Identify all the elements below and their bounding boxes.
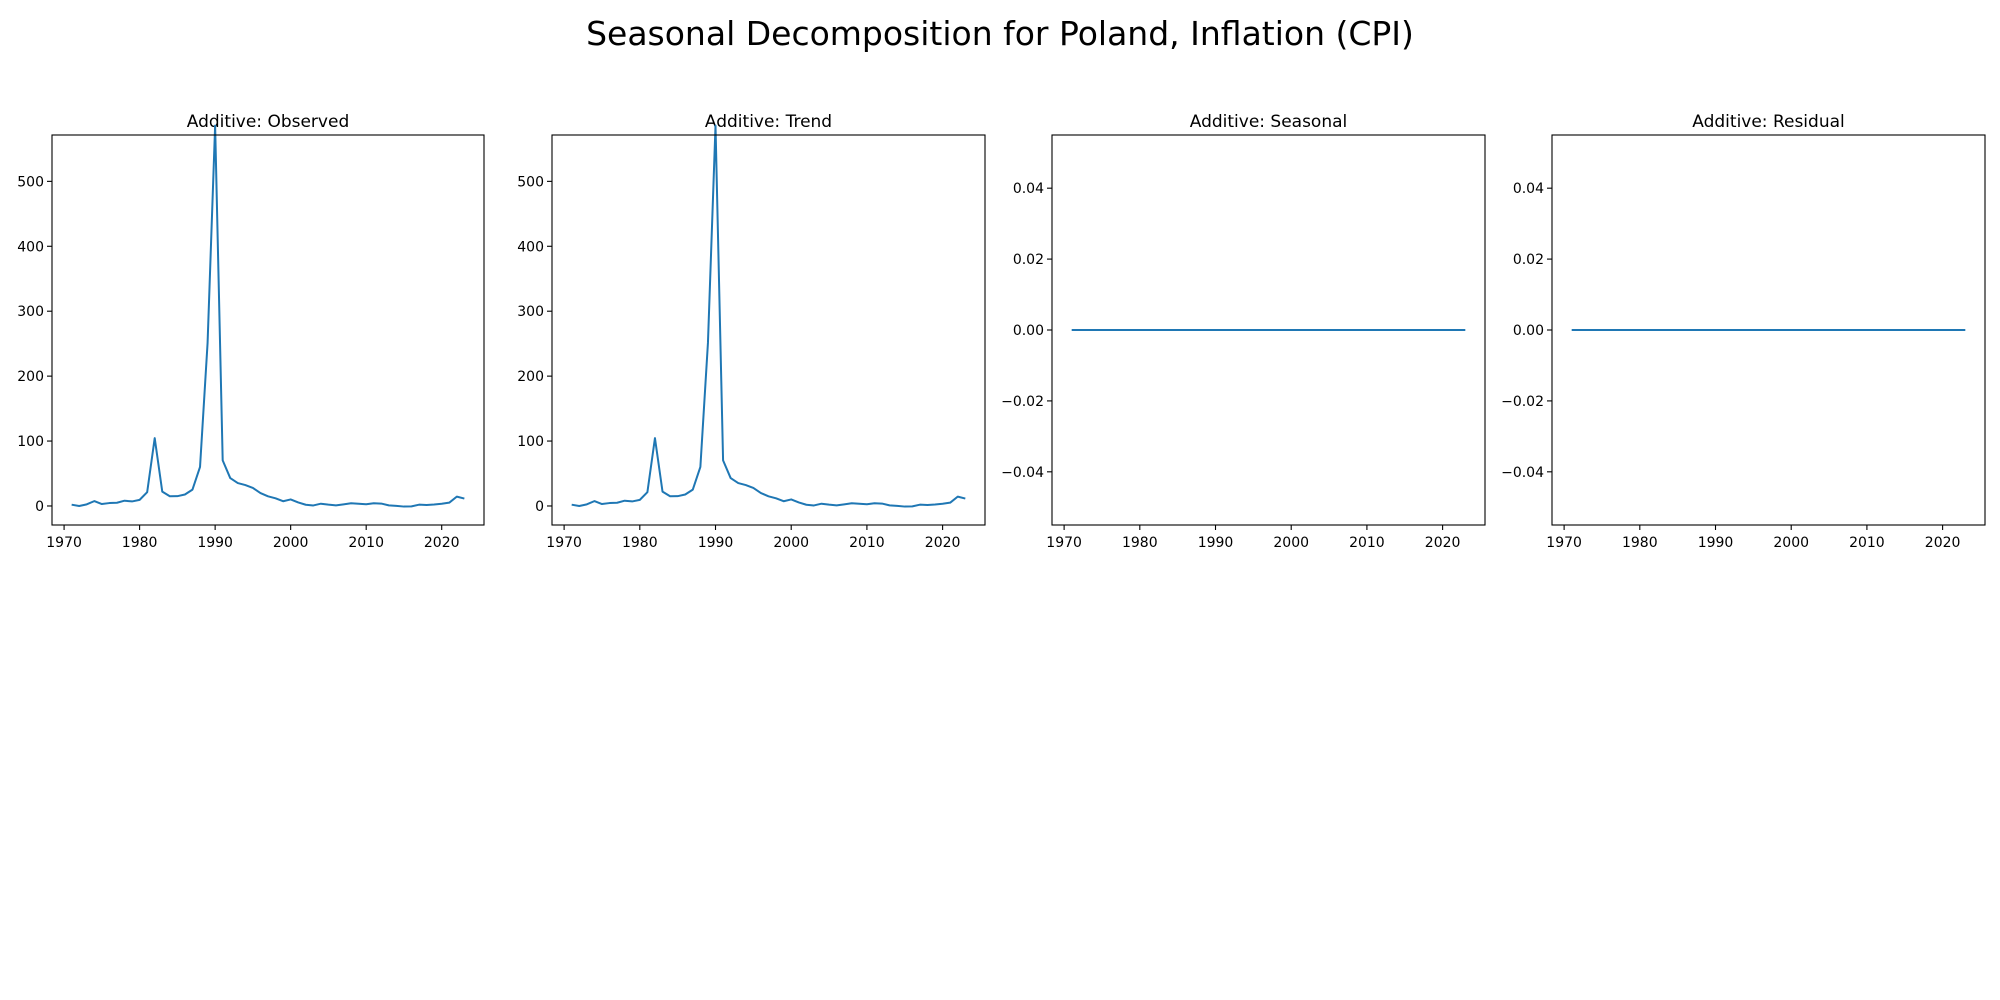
y-tick-label: 0.02 xyxy=(1013,252,1044,268)
panel-residual: Additive: Residual 1970 1980 1990 2000 2010 20… xyxy=(1501,112,1986,551)
y-tick-label: −0.02 xyxy=(1501,394,1544,410)
panel-title-residual: Additive: Residual xyxy=(1692,112,1844,132)
x-tick-label: 1980 xyxy=(622,535,658,551)
x-tick-label: 1980 xyxy=(1622,535,1658,551)
y-tick-label: 0 xyxy=(535,499,544,515)
y-tick-label: 0.00 xyxy=(1513,323,1544,339)
y-tick-label: 300 xyxy=(517,304,544,320)
x-tick-label: 2020 xyxy=(925,535,961,551)
y-tick-label: 100 xyxy=(17,434,44,450)
x-tick-label: 2000 xyxy=(1773,535,1809,551)
x-tick-label: 2010 xyxy=(348,535,384,551)
y-tick-label: 200 xyxy=(17,369,44,385)
x-tick-label: 2020 xyxy=(1925,535,1961,551)
panel-seasonal: Additive: Seasonal 1970 1980 1990 2000 2010 20… xyxy=(1001,112,1486,551)
x-tick-label: 1990 xyxy=(197,535,233,551)
y-tick-label: 200 xyxy=(517,369,544,385)
x-tick-label: 1970 xyxy=(546,535,582,551)
x-tick-label: 2000 xyxy=(1273,535,1309,551)
x-tick-label: 1990 xyxy=(1698,535,1734,551)
y-tick-label: −0.02 xyxy=(1001,394,1044,410)
y-tick-label: 0.04 xyxy=(1013,181,1044,197)
y-tick-label: 0.02 xyxy=(1513,252,1544,268)
y-tick-label: 300 xyxy=(17,304,44,320)
y-tick-label: 0 xyxy=(35,499,44,515)
y-tick-label: 0.00 xyxy=(1013,323,1044,339)
x-tick-label: 1990 xyxy=(1198,535,1234,551)
x-tick-label: 2020 xyxy=(1425,535,1461,551)
x-tick-label: 2020 xyxy=(424,535,460,551)
x-tick-label: 1970 xyxy=(1546,535,1582,551)
y-tick-label: 500 xyxy=(517,174,544,190)
panel-trend: Additive: Trend 1970 1980 1990 2000 2010 2020 0… xyxy=(517,112,986,551)
axes-frame-trend xyxy=(551,134,986,526)
x-tick-label: 2010 xyxy=(849,535,885,551)
series-line-observed xyxy=(71,124,465,508)
x-tick-label: 2000 xyxy=(273,535,309,551)
x-tick-label: 1980 xyxy=(122,535,158,551)
y-tick-label: −0.04 xyxy=(1501,465,1544,481)
axes-frame-observed xyxy=(51,134,485,526)
x-tick-label: 2010 xyxy=(1349,535,1385,551)
y-tick-label: 400 xyxy=(517,239,544,255)
x-tick-label: 2010 xyxy=(1849,535,1885,551)
x-tick-label: 2000 xyxy=(773,535,809,551)
panel-title-seasonal: Additive: Seasonal xyxy=(1190,112,1348,132)
panel-title-observed: Additive: Observed xyxy=(187,112,349,132)
figure-title: Seasonal Decomposition for Poland, Infla… xyxy=(586,14,1414,53)
series-line-trend xyxy=(571,124,966,508)
x-tick-label: 1970 xyxy=(46,535,82,551)
x-tick-label: 1980 xyxy=(1122,535,1158,551)
y-tick-label: 400 xyxy=(17,239,44,255)
axes-frame-residual xyxy=(1551,134,1986,526)
axes-frame-seasonal xyxy=(1051,134,1486,526)
y-tick-label: 500 xyxy=(17,174,44,190)
x-tick-label: 1970 xyxy=(1046,535,1082,551)
x-tick-label: 1990 xyxy=(698,535,734,551)
y-tick-label: 0.04 xyxy=(1513,181,1544,197)
panel-title-trend: Additive: Trend xyxy=(705,112,832,132)
y-tick-label: 100 xyxy=(517,434,544,450)
y-tick-label: −0.04 xyxy=(1001,465,1044,481)
